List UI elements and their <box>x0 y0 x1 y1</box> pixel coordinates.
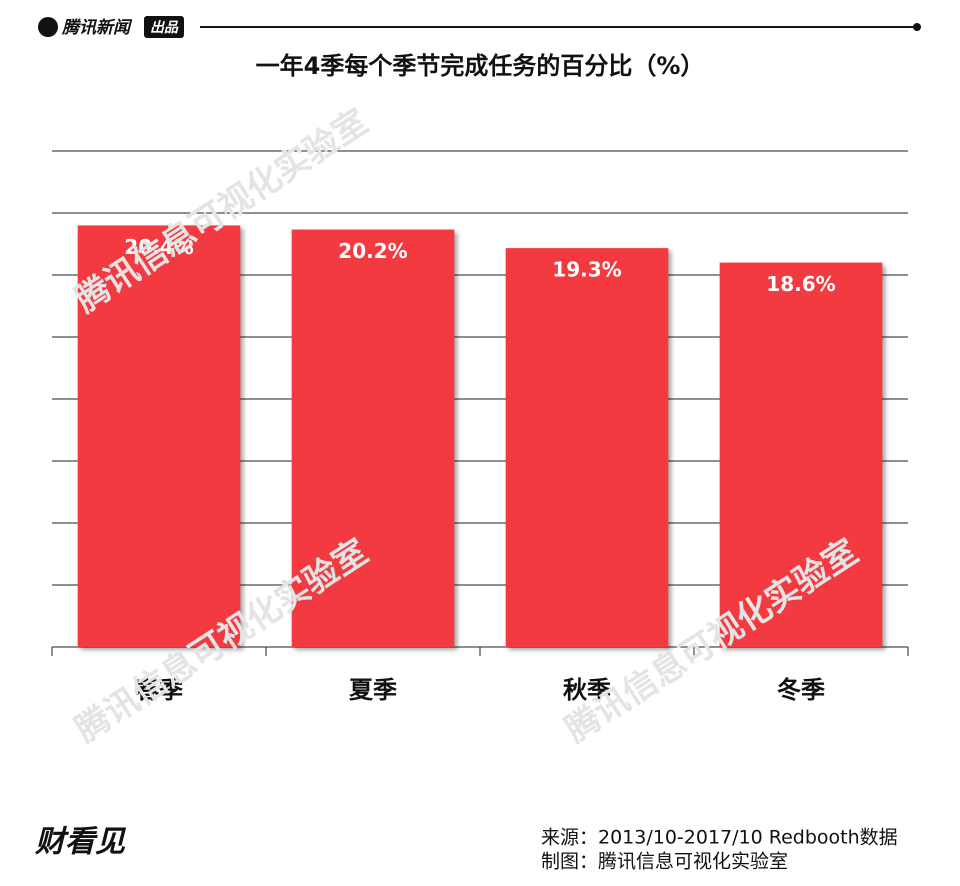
value-label: 20.2% <box>338 239 407 263</box>
value-label: 19.3% <box>552 258 621 282</box>
bar <box>77 225 241 647</box>
bar <box>505 248 669 647</box>
brand: 腾讯新闻 <box>61 18 133 38</box>
x-tick-label: 冬季 <box>777 676 825 704</box>
plot: 20.4% 春季 20.2% 夏季 19.3% 秋季 18.6% 冬季 <box>51 150 909 704</box>
x-tick-label: 春季 <box>135 676 183 704</box>
x-tick-label: 夏季 <box>349 676 397 704</box>
bar <box>291 229 455 648</box>
footer-logo: 财看见 <box>34 825 127 860</box>
bar <box>719 262 883 647</box>
badge-box <box>144 16 184 38</box>
header-dot <box>913 23 921 31</box>
x-tick-label: 秋季 <box>563 676 611 704</box>
badge: 出品 <box>150 19 179 36</box>
source: 来源：2013/10-2017/10 Redbooth数据 <box>541 827 898 849</box>
brand-icon <box>38 17 58 37</box>
value-label: 20.4% <box>124 235 193 259</box>
credit: 制图：腾讯信息可视化实验室 <box>541 851 788 873</box>
value-label: 18.6% <box>766 272 835 296</box>
chart-title: 一年4季每个季节完成任务的百分比（%） <box>256 52 705 80</box>
